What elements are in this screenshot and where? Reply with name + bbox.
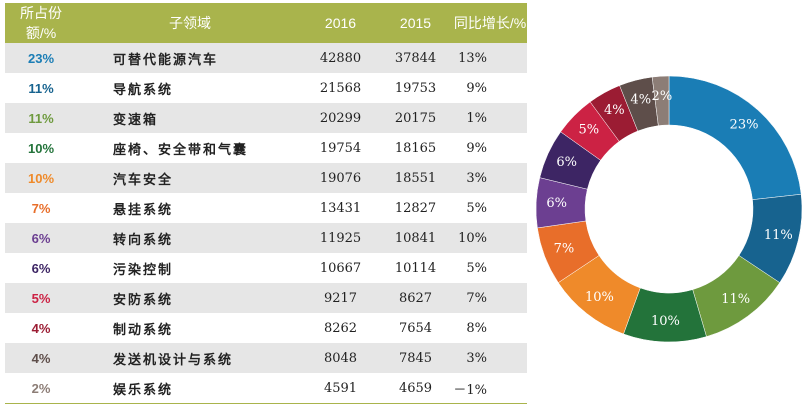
value-2016-cell: 19754 bbox=[319, 140, 362, 156]
growth-cell: 7% bbox=[453, 283, 527, 313]
value-2015-cell: 7654 bbox=[398, 320, 433, 336]
slice-label: 10% bbox=[651, 314, 680, 329]
slice-label: 11% bbox=[764, 228, 793, 243]
header-2015: 2015 bbox=[378, 3, 453, 43]
growth-cell: 5% bbox=[466, 260, 487, 276]
value-2016-cell: 4591 bbox=[303, 373, 378, 404]
header-growth: 同比增长/% bbox=[453, 3, 527, 43]
subfield-cell: 导航系统 bbox=[113, 82, 174, 98]
subfield-cell: 汽车安全 bbox=[77, 163, 303, 193]
table-row: 10% 座椅、安全带和气囊 19754 18165 9% bbox=[5, 133, 527, 163]
growth-cell: 5% bbox=[466, 200, 487, 216]
value-2016-cell: 21568 bbox=[319, 80, 362, 96]
growth-cell: 8% bbox=[466, 320, 487, 336]
donut-slice bbox=[651, 75, 670, 126]
share-cell: 4% bbox=[31, 320, 51, 336]
subfield-cell: 变速箱 bbox=[77, 103, 303, 133]
header-share: 所占份额/% bbox=[5, 3, 77, 43]
value-2015-cell: 20175 bbox=[378, 103, 453, 133]
subfield-cell: 可替代能源汽车 bbox=[77, 43, 303, 73]
slice-label: 10% bbox=[585, 290, 614, 305]
value-2015-cell: 12827 bbox=[394, 200, 437, 216]
subfield-cell: 座椅、安全带和气囊 bbox=[113, 142, 249, 158]
slice-label: 7% bbox=[554, 242, 575, 257]
share-cell: 11% bbox=[28, 80, 54, 96]
value-2015-cell: 18551 bbox=[378, 163, 453, 193]
value-2016-cell: 11925 bbox=[303, 223, 378, 253]
table-row: 23% 可替代能源汽车 42880 37844 13% bbox=[5, 43, 527, 73]
slice-label: 6% bbox=[546, 196, 567, 211]
share-cell: 6% bbox=[5, 223, 77, 253]
growth-cell: 9% bbox=[466, 80, 487, 96]
subfield-cell: 悬挂系统 bbox=[113, 202, 174, 218]
slice-label: 2% bbox=[652, 89, 673, 104]
share-cell: 23% bbox=[5, 43, 77, 73]
table-header: 所占份额/% 子领域 2016 2015 同比增长/% bbox=[5, 3, 527, 43]
growth-cell: 3% bbox=[453, 163, 527, 193]
share-cell: 10% bbox=[5, 163, 77, 193]
table-row: 10% 汽车安全 19076 18551 3% bbox=[5, 163, 527, 193]
slice-label: 4% bbox=[604, 103, 625, 118]
subfield-cell: 制动系统 bbox=[113, 322, 174, 338]
growth-cell: 9% bbox=[466, 140, 487, 156]
header-2016: 2016 bbox=[303, 3, 378, 43]
value-2016-cell: 13431 bbox=[319, 200, 362, 216]
value-2016-cell: 20299 bbox=[303, 103, 378, 133]
value-2016-cell: 19076 bbox=[303, 163, 378, 193]
growth-cell: 13% bbox=[453, 43, 527, 73]
growth-cell: －1% bbox=[453, 373, 527, 404]
value-2015-cell: 10841 bbox=[378, 223, 453, 253]
value-2015-cell: 10114 bbox=[394, 260, 437, 276]
growth-cell: 3% bbox=[453, 343, 527, 373]
value-2016-cell: 8048 bbox=[303, 343, 378, 373]
table-row: 6% 转向系统 11925 10841 10% bbox=[5, 223, 527, 253]
value-2015-cell: 19753 bbox=[394, 80, 437, 96]
table-row: 4% 发送机设计与系统 8048 7845 3% bbox=[5, 343, 527, 373]
header-subfield: 子领域 bbox=[77, 3, 303, 43]
share-cell: 5% bbox=[5, 283, 77, 313]
slice-label: 11% bbox=[721, 292, 750, 307]
subfield-cell: 发送机设计与系统 bbox=[77, 343, 303, 373]
donut-slice bbox=[668, 75, 802, 200]
table-row: 6% 污染控制 10667 10114 5% bbox=[5, 253, 527, 283]
subfield-cell: 转向系统 bbox=[77, 223, 303, 253]
donut-chart: 23%11%11%10%10%7%6%6%5%4%4% 2% bbox=[535, 75, 803, 343]
slice-label: 23% bbox=[730, 118, 759, 133]
slice-label: 5% bbox=[579, 123, 600, 138]
share-cell: 10% bbox=[27, 140, 55, 156]
value-2015-cell: 37844 bbox=[378, 43, 453, 73]
table-row: 2% 娱乐系统 4591 4659 －1% bbox=[5, 373, 527, 404]
value-2016-cell: 42880 bbox=[303, 43, 378, 73]
table-row: 11% 导航系统 21568 19753 9% bbox=[5, 73, 527, 103]
subfield-cell: 娱乐系统 bbox=[77, 373, 303, 404]
value-2016-cell: 9217 bbox=[303, 283, 378, 313]
slice-label: 6% bbox=[556, 155, 577, 170]
growth-cell: 10% bbox=[453, 223, 527, 253]
share-cell: 7% bbox=[31, 200, 51, 216]
subfield-cell: 安防系统 bbox=[77, 283, 303, 313]
share-cell: 6% bbox=[31, 260, 51, 276]
value-2015-cell: 7845 bbox=[378, 343, 453, 373]
table-row: 4% 制动系统 8262 7654 8% bbox=[5, 313, 527, 343]
slice-label: 4% bbox=[630, 93, 651, 108]
share-cell: 4% bbox=[5, 343, 77, 373]
subfield-cell: 污染控制 bbox=[113, 262, 174, 278]
value-2016-cell: 8262 bbox=[323, 320, 358, 336]
table-row: 7% 悬挂系统 13431 12827 5% bbox=[5, 193, 527, 223]
share-cell: 2% bbox=[5, 373, 77, 404]
value-2016-cell: 10667 bbox=[319, 260, 362, 276]
value-2015-cell: 18165 bbox=[394, 140, 437, 156]
share-table: 所占份额/% 子领域 2016 2015 同比增长/% 23% 可替代能源汽车 42… bbox=[5, 3, 527, 404]
table-row: 11% 变速箱 20299 20175 1% bbox=[5, 103, 527, 133]
value-2015-cell: 4659 bbox=[378, 373, 453, 404]
table-row: 5% 安防系统 9217 8627 7% bbox=[5, 283, 527, 313]
value-2015-cell: 8627 bbox=[378, 283, 453, 313]
share-cell: 11% bbox=[5, 103, 77, 133]
growth-cell: 1% bbox=[453, 103, 527, 133]
